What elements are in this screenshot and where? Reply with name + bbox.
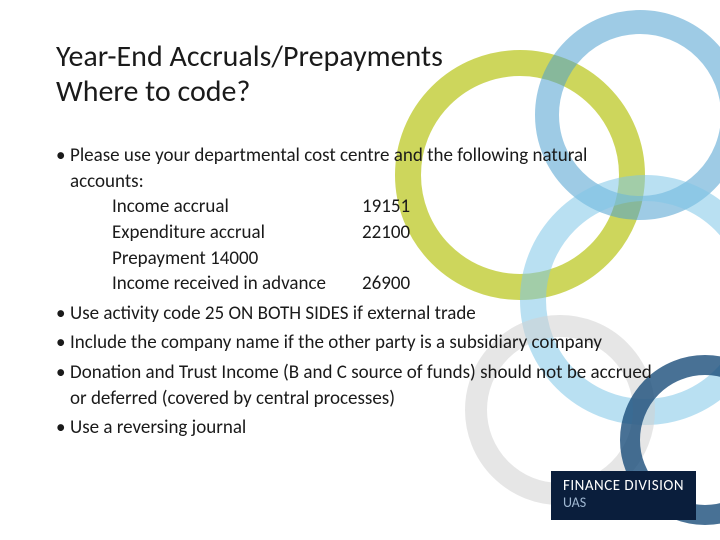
account-label: Expenditure accrual	[112, 220, 362, 246]
title-line-2: Where to code?	[56, 73, 250, 110]
bullet-item: Use activity code 25 ON BOTH SIDES if ex…	[56, 301, 664, 327]
bullet-text: Use activity code 25 ON BOTH SIDES if ex…	[70, 302, 476, 325]
title-line-1: Year-End Accruals/Prepayments	[56, 38, 443, 75]
account-row: Income received in advance 26900	[112, 271, 664, 297]
bullet-text: Use a reversing journal	[70, 416, 246, 439]
slide-title: Year-End Accruals/Prepayments Where to c…	[56, 40, 664, 109]
bullet-item: Please use your departmental cost centre…	[56, 143, 664, 297]
account-code: 19151	[362, 194, 410, 220]
account-row: Prepayment 14000	[112, 246, 664, 272]
bullet-item: Donation and Trust Income (B and C sourc…	[56, 360, 664, 411]
slide-body: Year-End Accruals/Prepayments Where to c…	[0, 0, 720, 540]
bullet-item: Use a reversing journal	[56, 415, 664, 441]
bullet-item: Include the company name if the other pa…	[56, 330, 664, 356]
account-label: Prepayment 14000	[112, 246, 362, 272]
bullet-text: Include the company name if the other pa…	[70, 331, 602, 354]
account-label: Income accrual	[112, 194, 362, 220]
account-row: Expenditure accrual 22100	[112, 220, 664, 246]
account-code: 26900	[362, 271, 410, 297]
footer-badge: FINANCE DIVISION UAS	[551, 471, 696, 520]
account-label: Income received in advance	[112, 271, 362, 297]
bullet-list: Please use your departmental cost centre…	[56, 143, 664, 441]
bullet-text: Please use your departmental cost centre…	[70, 144, 587, 193]
footer-line-2: UAS	[563, 495, 684, 512]
account-code: 22100	[362, 220, 410, 246]
bullet-text: Donation and Trust Income (B and C sourc…	[70, 361, 652, 410]
account-code-list: Income accrual 19151 Expenditure accrual…	[70, 194, 664, 297]
footer-line-1: FINANCE DIVISION	[563, 477, 684, 495]
account-row: Income accrual 19151	[112, 194, 664, 220]
